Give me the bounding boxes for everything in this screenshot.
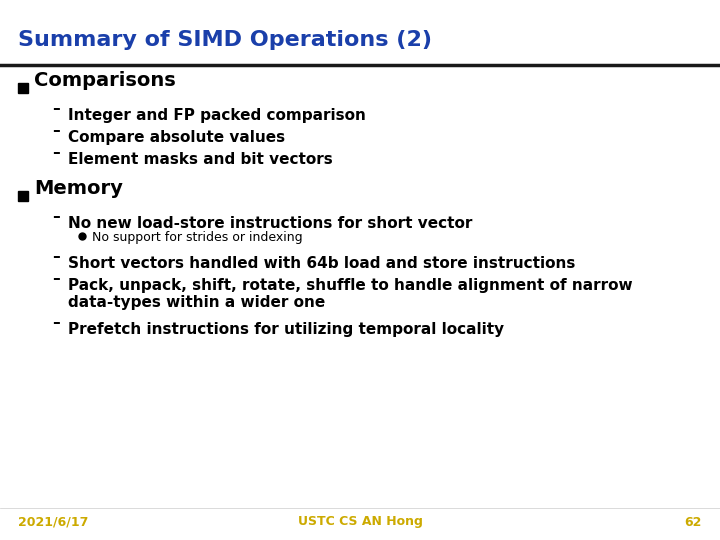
Text: Comparisons: Comparisons (34, 71, 176, 90)
Text: Short vectors handled with 64b load and store instructions: Short vectors handled with 64b load and … (68, 256, 575, 271)
Text: –: – (52, 314, 60, 329)
FancyBboxPatch shape (18, 191, 28, 201)
Text: USTC CS AN Hong: USTC CS AN Hong (297, 516, 423, 529)
Text: No new load-store instructions for short vector: No new load-store instructions for short… (68, 216, 472, 231)
Text: –: – (52, 123, 60, 138)
Text: 62: 62 (685, 516, 702, 529)
Text: –: – (52, 100, 60, 116)
Text: –: – (52, 248, 60, 264)
Text: Pack, unpack, shift, rotate, shuffle to handle alignment of narrow
data-types wi: Pack, unpack, shift, rotate, shuffle to … (68, 278, 633, 310)
Text: 2021/6/17: 2021/6/17 (18, 516, 89, 529)
Text: Element masks and bit vectors: Element masks and bit vectors (68, 152, 333, 167)
Text: –: – (52, 271, 60, 286)
Text: No support for strides or indexing: No support for strides or indexing (92, 232, 302, 245)
Text: Summary of SIMD Operations (2): Summary of SIMD Operations (2) (18, 30, 432, 50)
Text: –: – (52, 145, 60, 159)
Text: Integer and FP packed comparison: Integer and FP packed comparison (68, 108, 366, 123)
FancyBboxPatch shape (18, 83, 28, 93)
Text: Prefetch instructions for utilizing temporal locality: Prefetch instructions for utilizing temp… (68, 322, 504, 337)
Text: Memory: Memory (34, 179, 123, 198)
Text: –: – (52, 208, 60, 224)
Text: Compare absolute values: Compare absolute values (68, 130, 285, 145)
